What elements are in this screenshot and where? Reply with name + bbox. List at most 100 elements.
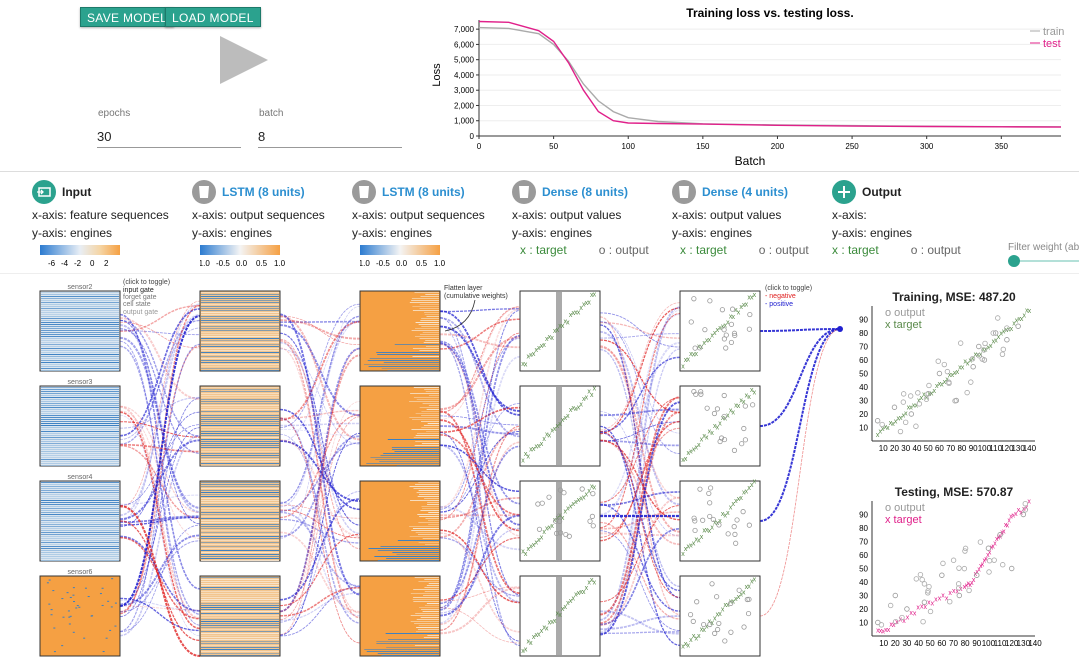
weight-link <box>439 337 521 510</box>
lstm-map-row <box>426 316 439 317</box>
layer-title-lstm-2[interactable]: LSTM (8 units) <box>382 185 465 199</box>
target-mark: x <box>587 300 591 307</box>
target-mark: x <box>566 506 570 513</box>
sign-positive[interactable]: - positive <box>765 301 793 308</box>
lstm-map-row <box>428 583 439 584</box>
target-mark: x <box>550 619 554 626</box>
target-mark: x <box>574 310 578 317</box>
lstm-map-row <box>201 453 279 454</box>
gate-output[interactable]: output gate <box>123 309 158 316</box>
load-model-button[interactable]: LOAD MODEL <box>165 7 261 27</box>
lstm-unit-map[interactable] <box>359 480 441 562</box>
layer-title-lstm-1[interactable]: LSTM (8 units) <box>222 185 305 199</box>
lstm-unit-map[interactable] <box>199 480 281 562</box>
feature-map-dot <box>73 601 76 603</box>
input-feature-map[interactable]: sensor6 <box>39 569 121 657</box>
input-feature-map[interactable]: sensor4 <box>39 474 121 562</box>
lstm-unit-map[interactable] <box>359 290 441 372</box>
lstm-icon[interactable] <box>352 180 376 204</box>
feature-map-row <box>41 413 119 414</box>
lstm-unit-map[interactable] <box>359 575 441 657</box>
lstm-map-row <box>201 641 279 642</box>
weight-link <box>279 432 361 636</box>
batch-input[interactable] <box>258 126 402 148</box>
target-mark: x <box>734 402 738 409</box>
add-icon[interactable] <box>832 180 856 204</box>
lstm-map-row <box>201 546 279 547</box>
epochs-label: epochs <box>98 108 131 119</box>
output-mark <box>707 485 714 491</box>
sign-toggle-label[interactable]: (click to toggle) <box>765 285 812 292</box>
layer-xaxis-dense-2: x-axis: output values <box>672 208 782 222</box>
target-mark: x <box>705 527 709 534</box>
lstm-unit-map[interactable] <box>359 385 441 467</box>
scatter-output-mark <box>979 356 985 362</box>
lstm-unit-map[interactable] <box>199 290 281 372</box>
feature-map-row <box>41 536 119 537</box>
lstm-map-row <box>374 556 439 557</box>
weight-link <box>119 330 201 336</box>
scatter-x-tick: 110 <box>994 639 1007 648</box>
feature-map-row <box>41 411 119 412</box>
target-mark: x <box>545 625 549 632</box>
scatter-x-tick: 130 <box>1017 639 1031 648</box>
sign-negative[interactable]: - negative <box>765 293 796 300</box>
lstm-map-row <box>201 655 279 656</box>
target-mark: x <box>529 447 533 454</box>
lstm-map-row <box>201 532 279 533</box>
target-mark: x <box>532 351 536 358</box>
target-mark: x <box>590 392 594 399</box>
filter-weight-track[interactable] <box>1012 260 1079 262</box>
lstm-map-row <box>201 579 279 580</box>
layer-title-dense-1[interactable]: Dense (8 units) <box>542 185 629 199</box>
save-model-button[interactable]: SAVE MODEL <box>80 7 175 27</box>
dense-plot-frame <box>679 575 761 657</box>
legend-train: train <box>1043 26 1064 38</box>
input-feature-map[interactable]: sensor2 <box>39 284 121 372</box>
gate-input[interactable]: input gate <box>123 287 154 294</box>
dense-output-band <box>556 482 562 560</box>
epochs-input[interactable] <box>97 126 241 148</box>
gate-cell[interactable]: cell state <box>123 301 151 308</box>
play-icon[interactable] <box>220 36 268 84</box>
target-mark: x <box>724 415 728 422</box>
dense-icon[interactable] <box>512 180 536 204</box>
lstm-map-row <box>201 528 279 529</box>
feature-map-row <box>41 488 119 489</box>
dense-icon[interactable] <box>672 180 696 204</box>
target-mark: x <box>537 537 541 544</box>
scatter-output-mark <box>961 565 968 572</box>
layer-title-dense-2[interactable]: Dense (4 units) <box>702 185 789 199</box>
output-node[interactable] <box>837 326 843 332</box>
feature-map-dot <box>105 637 108 639</box>
output-mark <box>741 624 747 630</box>
lstm-map-row <box>394 451 439 452</box>
lstm-unit-map[interactable] <box>199 575 281 657</box>
feature-map-row <box>41 423 119 424</box>
weight-link <box>119 535 201 612</box>
scatter-target-mark: x <box>1020 316 1024 323</box>
scatter-output-mark <box>976 353 982 359</box>
feature-map-row <box>41 334 119 335</box>
lstm-icon[interactable] <box>192 180 216 204</box>
input-feature-map[interactable]: sensor3 <box>39 379 121 467</box>
filter-weight-slider[interactable] <box>1008 255 1020 267</box>
weight-link <box>119 434 201 637</box>
lstm-map-row <box>201 368 279 369</box>
gate-toggle-label[interactable]: (click to toggle) <box>123 279 170 286</box>
scatter-x-tick: 120 <box>1000 444 1014 453</box>
input-icon[interactable] <box>32 180 56 204</box>
gate-forget[interactable]: forget gate <box>123 294 157 301</box>
output-mark <box>546 494 552 500</box>
lstm-unit-map[interactable] <box>199 385 281 467</box>
feature-map-row <box>41 461 119 462</box>
